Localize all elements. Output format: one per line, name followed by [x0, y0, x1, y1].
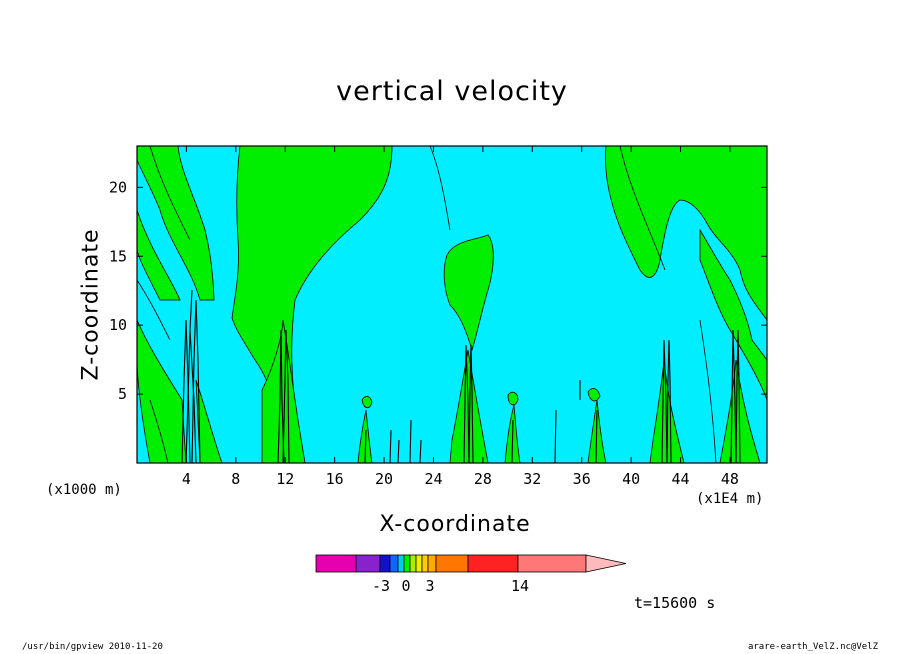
- colorbar-segment: [415, 554, 423, 573]
- colorbar-arrow: [585, 554, 627, 573]
- colorbar-label: -3: [372, 577, 390, 595]
- colorbar-segment: [409, 554, 417, 573]
- footer-right: arare-earth_VelZ.nc@VelZ: [747, 642, 878, 652]
- y-tick-label: 5: [118, 385, 127, 403]
- x-tick-label: 24: [424, 470, 442, 488]
- x-axis-label: X-coordinate: [379, 512, 531, 537]
- x-tick-label: 12: [276, 470, 294, 488]
- colorbar-segment: [467, 554, 519, 573]
- colorbar-label: 3: [425, 577, 434, 595]
- x-unit-label: (x1000 m): [46, 482, 122, 498]
- colorbar-segment: [421, 554, 429, 573]
- x-tick-label: 36: [573, 470, 591, 488]
- colorbar-label: 14: [511, 577, 529, 595]
- chart-title: vertical velocity: [336, 76, 568, 107]
- x-tick-label: 4: [182, 470, 191, 488]
- time-label: t=15600 s: [634, 594, 716, 612]
- x-tick-label: 32: [523, 470, 541, 488]
- footer-left: /usr/bin/gpview 2010-11-20: [22, 642, 163, 652]
- x-tick-label: 16: [326, 470, 344, 488]
- x-tick-label: 28: [474, 470, 492, 488]
- colorbar-segment: [397, 554, 405, 573]
- colorbar-segment: [389, 554, 399, 573]
- colorbar: -3 0 3 14: [315, 554, 627, 595]
- y-tick-label: 15: [109, 247, 127, 265]
- x-tick-label: 20: [375, 470, 393, 488]
- colorbar-segment: [403, 554, 411, 573]
- colorbar-segment: [435, 554, 469, 573]
- positive-regions: [137, 146, 767, 463]
- x-tick-label: 44: [671, 470, 689, 488]
- x-axis-ticks: 4 8 12 16 20 24 28 32 36 40 44 48: [182, 146, 739, 488]
- y-axis-ticks: 5 10 15 20: [109, 178, 767, 403]
- colorbar-segment: [315, 554, 357, 573]
- x-tick-label: 8: [231, 470, 240, 488]
- contour-lines: [137, 146, 717, 463]
- y-tick-label: 20: [109, 178, 127, 196]
- colorbar-segment: [517, 554, 587, 573]
- plot-frame: [136, 145, 768, 464]
- x-tick-label: 48: [721, 470, 739, 488]
- y-axis-label: Z-coordinate: [78, 228, 104, 381]
- colorbar-segment: [379, 554, 391, 573]
- updraft-columns: [181, 289, 741, 463]
- x-scale-label: (x1E4 m): [696, 491, 764, 507]
- y-tick-label: 10: [109, 316, 127, 334]
- colorbar-segment: [355, 554, 381, 573]
- x-tick-label: 40: [622, 470, 640, 488]
- colorbar-segment: [427, 554, 437, 573]
- colorbar-label: 0: [401, 577, 410, 595]
